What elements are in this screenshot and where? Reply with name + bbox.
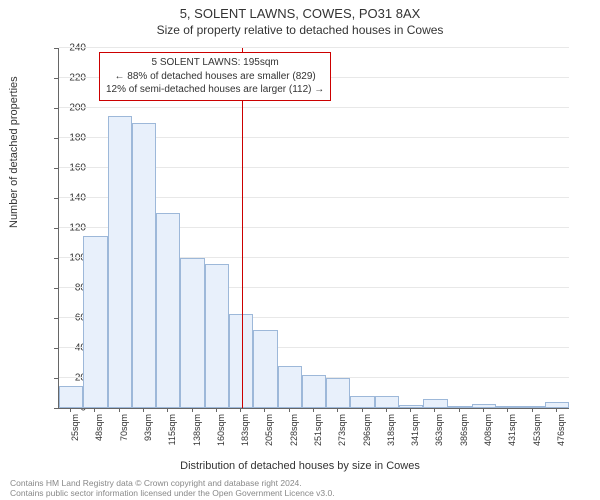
x-tick-mark — [386, 408, 387, 412]
annotation-line-2: ← 88% of detached houses are smaller (82… — [106, 70, 324, 84]
x-tick-label: 205sqm — [264, 414, 274, 464]
x-tick-label: 408sqm — [483, 414, 493, 464]
x-tick-mark — [70, 408, 71, 412]
x-tick-label: 25sqm — [70, 414, 80, 464]
x-tick-mark — [264, 408, 265, 412]
footer-attribution: Contains HM Land Registry data © Crown c… — [10, 478, 335, 498]
x-tick-mark — [362, 408, 363, 412]
annotation-line-3: 12% of semi-detached houses are larger (… — [106, 83, 324, 97]
x-tick-label: 431sqm — [507, 414, 517, 464]
x-tick-mark — [143, 408, 144, 412]
x-tick-label: 115sqm — [167, 414, 177, 464]
y-axis-label: Number of detached properties — [8, 76, 20, 228]
x-tick-label: 453sqm — [532, 414, 542, 464]
grid-line — [59, 47, 569, 48]
histogram-bar — [326, 378, 350, 408]
x-tick-label: 160sqm — [216, 414, 226, 464]
footer-line-1: Contains HM Land Registry data © Crown c… — [10, 478, 335, 488]
histogram-bar — [302, 375, 326, 408]
x-tick-label: 341sqm — [410, 414, 420, 464]
x-tick-label: 251sqm — [313, 414, 323, 464]
footer-line-2: Contains public sector information licen… — [10, 488, 335, 498]
histogram-bar — [180, 258, 204, 408]
x-tick-label: 93sqm — [143, 414, 153, 464]
histogram-bar — [448, 406, 472, 408]
chart-container: 5, SOLENT LAWNS, COWES, PO31 8AX Size of… — [0, 0, 600, 500]
x-tick-mark — [240, 408, 241, 412]
x-tick-label: 48sqm — [94, 414, 104, 464]
x-tick-mark — [167, 408, 168, 412]
x-tick-label: 318sqm — [386, 414, 396, 464]
annotation-line-1: 5 SOLENT LAWNS: 195sqm — [106, 56, 324, 70]
histogram-bar — [108, 116, 132, 409]
x-tick-label: 273sqm — [337, 414, 347, 464]
chart-subtitle: Size of property relative to detached ho… — [0, 21, 600, 37]
histogram-bar — [253, 330, 277, 408]
grid-line — [59, 107, 569, 108]
x-tick-mark — [556, 408, 557, 412]
plot-area: 5 SOLENT LAWNS: 195sqm ← 88% of detached… — [58, 48, 569, 409]
x-tick-mark — [216, 408, 217, 412]
x-tick-label: 138sqm — [192, 414, 202, 464]
x-tick-mark — [119, 408, 120, 412]
histogram-bar — [350, 396, 374, 408]
x-tick-label: 228sqm — [289, 414, 299, 464]
x-axis-label: Distribution of detached houses by size … — [0, 460, 600, 472]
histogram-bar — [496, 406, 520, 408]
histogram-bar — [545, 402, 569, 408]
x-tick-mark — [434, 408, 435, 412]
x-tick-label: 70sqm — [119, 414, 129, 464]
reference-line — [242, 48, 243, 408]
x-tick-label: 296sqm — [362, 414, 372, 464]
x-tick-label: 476sqm — [556, 414, 566, 464]
annotation-box: 5 SOLENT LAWNS: 195sqm ← 88% of detached… — [99, 52, 331, 101]
x-tick-mark — [410, 408, 411, 412]
histogram-bar — [375, 396, 399, 408]
x-tick-label: 386sqm — [459, 414, 469, 464]
x-tick-label: 363sqm — [434, 414, 444, 464]
histogram-bar — [132, 123, 156, 408]
histogram-bar — [278, 366, 302, 408]
x-tick-mark — [313, 408, 314, 412]
chart-title: 5, SOLENT LAWNS, COWES, PO31 8AX — [0, 0, 600, 21]
x-tick-mark — [94, 408, 95, 412]
x-tick-mark — [532, 408, 533, 412]
histogram-bar — [399, 405, 423, 408]
histogram-bar — [423, 399, 447, 408]
x-tick-mark — [192, 408, 193, 412]
x-tick-mark — [289, 408, 290, 412]
histogram-bar — [205, 264, 229, 408]
x-tick-mark — [483, 408, 484, 412]
x-tick-label: 183sqm — [240, 414, 250, 464]
histogram-bar — [156, 213, 180, 408]
x-tick-mark — [507, 408, 508, 412]
histogram-bar — [520, 406, 544, 408]
x-tick-mark — [459, 408, 460, 412]
histogram-bar — [59, 386, 83, 409]
histogram-bar — [83, 236, 107, 409]
x-tick-mark — [337, 408, 338, 412]
